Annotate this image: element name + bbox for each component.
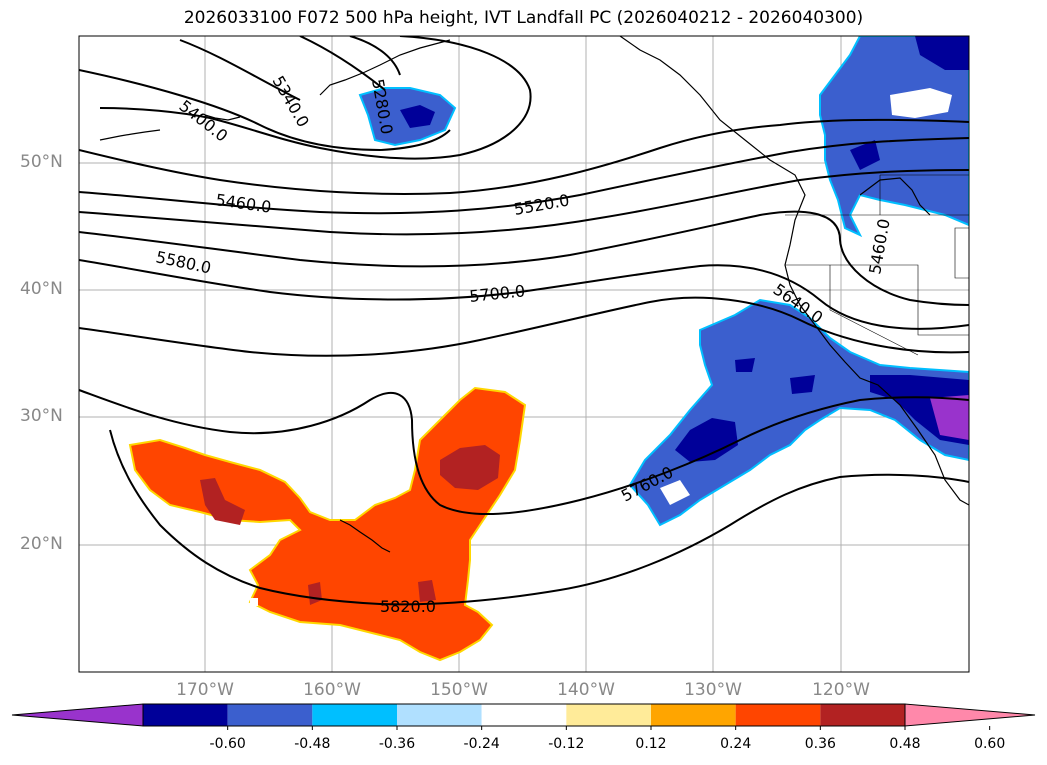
colorbar-tick-label: -0.12 — [548, 736, 585, 752]
colorbar-tick-label: 0.36 — [804, 736, 836, 752]
colorbar-segment — [227, 704, 313, 726]
lat-label-50n: 50°N — [20, 152, 63, 172]
map-panel: 5340.0 5280.0 5400.0 5460.0 5520.0 5580.… — [78, 35, 970, 673]
colorbar-extend-low — [11, 703, 144, 727]
ivt-negative-region-south — [628, 298, 969, 527]
colorbar-segment — [481, 704, 567, 726]
lat-label-20n: 20°N — [20, 534, 63, 554]
colorbar-tick-label: 0.24 — [720, 736, 752, 752]
lat-label-40n: 40°N — [20, 279, 63, 299]
colorbar-extend-high — [904, 703, 1036, 727]
height-contours — [79, 36, 969, 606]
colorbar-tick-label: 0.48 — [889, 736, 921, 752]
colorbar-segment — [397, 704, 482, 726]
ivt-negative-region-north — [819, 36, 969, 238]
ivt-negative-region-gulf — [358, 87, 457, 147]
colorbar-tick-label: -0.48 — [294, 736, 331, 752]
colorbar-segment — [820, 704, 905, 726]
colorbar-tick-label: -0.24 — [463, 736, 500, 752]
chart-title: 2026033100 F072 500 hPa height, IVT Land… — [183, 8, 864, 28]
colorbar-tick-label: -0.60 — [209, 736, 246, 752]
coastlines — [99, 36, 969, 553]
colorbar-segment — [735, 704, 821, 726]
colorbar-tick-label: 0.60 — [974, 736, 1006, 752]
colorbar-segment — [143, 704, 228, 726]
lon-label-160w: 160°W — [303, 680, 361, 700]
colorbar-segment — [566, 704, 651, 726]
lat-label-30n: 30°N — [20, 406, 63, 426]
lon-label-170w: 170°W — [176, 680, 234, 700]
colorbar-tick-label: -0.36 — [378, 736, 416, 752]
ivt-positive-region — [128, 386, 527, 662]
lon-label-140w: 140°W — [557, 680, 615, 700]
colorbar-segment — [312, 704, 397, 726]
lon-label-130w: 130°W — [684, 680, 742, 700]
lon-label-120w: 120°W — [812, 680, 870, 700]
lon-label-150w: 150°W — [430, 680, 488, 700]
colorbar-segment — [651, 704, 736, 726]
contour-label: 5820.0 — [380, 597, 436, 616]
colorbar-tick-label: 0.12 — [635, 736, 667, 752]
